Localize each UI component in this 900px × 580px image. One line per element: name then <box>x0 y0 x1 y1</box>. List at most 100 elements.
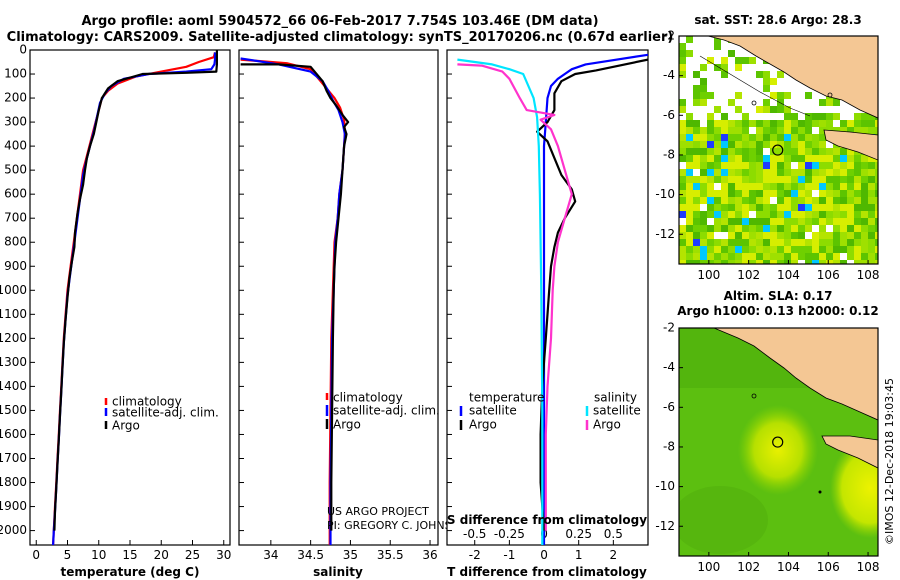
sst-map-cell <box>714 260 721 264</box>
sst-map-cell <box>784 92 791 99</box>
sst-map-cell <box>784 148 791 155</box>
sst-map-cell <box>840 239 847 246</box>
sst-map-cell <box>763 204 770 211</box>
sst-map-cell <box>714 253 721 260</box>
sst-map-cell <box>791 127 798 134</box>
sst-map-cell <box>847 246 854 253</box>
sst-map-cell <box>707 134 714 141</box>
sst-map-cell <box>686 246 693 253</box>
temperature-legend-argo: Argo <box>112 419 140 433</box>
salinity-diff-tick-label: 0.25 <box>565 527 592 541</box>
sst-map-cell <box>847 232 854 239</box>
sst-map-cell <box>700 246 707 253</box>
sla-map-y-tick-label: -4 <box>663 360 675 374</box>
sst-map-cell <box>714 204 721 211</box>
sst-map-cell <box>791 197 798 204</box>
imos-credit: ©IMOS 12-Dec-2018 19:03:45 <box>883 378 896 545</box>
sst-map-cell <box>693 211 700 218</box>
sla-map-y-tick-label: -6 <box>663 400 675 414</box>
sst-map-cell <box>840 232 847 239</box>
depth-tick-label: 1900 <box>0 499 27 513</box>
sst-map-cell <box>840 246 847 253</box>
sst-map-cell <box>847 204 854 211</box>
sst-map-cell <box>819 155 826 162</box>
sst-map-cell <box>679 225 686 232</box>
sst-map-cell <box>707 162 714 169</box>
sst-map-cell <box>777 225 784 232</box>
salinity-panel: 34 34.5 35 35.5 36 salinity climatology sate… <box>238 49 468 579</box>
salinity-x-tick-label: 34.5 <box>297 548 324 562</box>
sst-map-cell <box>693 197 700 204</box>
sst-map-cell <box>707 92 714 99</box>
sst-map-cell <box>805 169 812 176</box>
sst-map-cell <box>679 106 686 113</box>
sst-map-cell <box>777 162 784 169</box>
temperature-xlabel: temperature (deg C) <box>61 565 200 579</box>
sst-map-cell <box>798 246 805 253</box>
sst-map-cell <box>756 204 763 211</box>
sst-map-cell <box>791 239 798 246</box>
sst-map-cell <box>700 225 707 232</box>
sst-map-cell <box>812 155 819 162</box>
sst-map-cell <box>728 148 735 155</box>
sst-map-cell <box>728 155 735 162</box>
sst-map-cell <box>798 218 805 225</box>
sst-map-cell <box>854 232 861 239</box>
sst-map-cell <box>693 204 700 211</box>
sst-map-cell <box>875 225 878 232</box>
temperature-line-argo <box>53 50 218 531</box>
sst-map-cell <box>679 57 686 64</box>
sla-map-ticks: 100 102 104 106 108 -2 -4 -6 -8 -10 -12 <box>655 321 879 575</box>
sst-map-x-tick-label: 102 <box>737 268 760 282</box>
sst-map-cell <box>784 183 791 190</box>
depth-tick-label: 100 <box>4 67 27 81</box>
sst-map-cell <box>728 225 735 232</box>
temperature-x-tick-label: 0 <box>32 548 40 562</box>
sst-map-cell <box>679 197 686 204</box>
sst-map-cell <box>833 162 840 169</box>
sst-map-cell <box>749 57 756 64</box>
sst-map-cell <box>756 239 763 246</box>
sst-map-cell <box>805 183 812 190</box>
diff-legend-sal-title: salinity <box>594 391 637 405</box>
salinity-x-tick-label: 35 <box>343 548 358 562</box>
depth-tick-label: 700 <box>4 211 27 225</box>
sst-map-cell <box>714 134 721 141</box>
sst-map-cell <box>791 211 798 218</box>
sst-map-cell <box>770 120 777 127</box>
depth-tick-label: 1500 <box>0 403 27 417</box>
sst-map-cell <box>798 253 805 260</box>
sst-map-cell <box>735 260 742 264</box>
sst-map-cell <box>742 127 749 134</box>
sst-map-cell <box>854 176 861 183</box>
sst-map-cell <box>721 253 728 260</box>
sst-map-cell <box>714 36 721 43</box>
sst-map-cell <box>777 120 784 127</box>
sst-map-cell <box>826 218 833 225</box>
sst-map-cell <box>742 253 749 260</box>
sst-map-title: sat. SST: 28.6 Argo: 28.3 <box>694 13 861 27</box>
sst-map-cell <box>735 197 742 204</box>
sst-map-cell <box>700 232 707 239</box>
sst-map-cell <box>742 204 749 211</box>
sst-map-cell <box>693 99 700 106</box>
diff-legend-temp-argo: Argo <box>469 418 497 432</box>
sst-map-cell <box>721 141 728 148</box>
sst-map-cell <box>861 155 868 162</box>
sst-map-cell <box>742 155 749 162</box>
sst-map-cell <box>798 232 805 239</box>
sst-map-cell <box>749 134 756 141</box>
sst-map-cell <box>728 253 735 260</box>
sst-map-cell <box>819 211 826 218</box>
sst-map-cell <box>686 148 693 155</box>
sst-map-cell <box>728 176 735 183</box>
sst-map-cell <box>756 211 763 218</box>
salinity-legend: climatology satellite-adj. clim. Argo <box>325 391 440 432</box>
sst-map-cell <box>840 190 847 197</box>
sst-map-cell <box>812 239 819 246</box>
sst-map-cell <box>840 183 847 190</box>
sst-map-cell <box>735 176 742 183</box>
sst-map-cell <box>707 253 714 260</box>
sst-map-cell <box>714 43 721 50</box>
sst-map-cell <box>826 204 833 211</box>
